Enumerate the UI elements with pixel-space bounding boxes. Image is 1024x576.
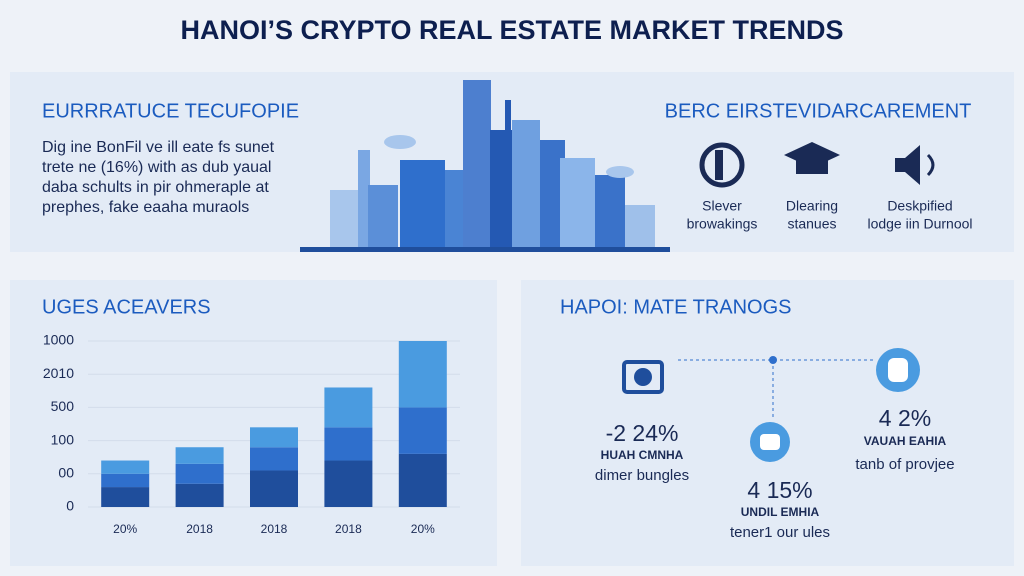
bar-segment [175,483,224,507]
stat-value: -2 24% [606,420,679,446]
y-tick-label: 100 [51,431,75,447]
bar-segment [324,387,373,428]
bar-segment [175,463,224,484]
y-tick-label: 1000 [43,332,74,348]
feature-caption: browakings [687,216,758,232]
feature-caption: lodge iin Durnool [867,216,972,232]
stat-caption: tener1 our ules [730,524,830,541]
stat-label: HUAH CMNHA [601,448,684,462]
intro-line: trete ne (16%) with as dub yaual [42,159,271,176]
bar-segment [398,407,447,454]
bar-segment [101,460,150,474]
stat-caption: tanb of provjee [855,456,954,473]
feature-icons [699,142,935,188]
feature-caption: Dlearing [786,198,838,214]
x-tick-label: 2018 [186,522,213,536]
x-tick-label: 2018 [261,522,288,536]
stat-value: 4 2% [879,405,931,431]
bar-segment [175,447,224,464]
feature-caption: Deskpified [887,198,952,214]
bar-segment [324,427,373,461]
feature-caption: Slever [702,198,742,214]
title: HANOI’S CRYPTO REAL ESTATE MARKET TRENDS [180,15,843,45]
intro-heading: EURRRATUCE TECUFOPIE [42,100,299,122]
stat-value: 4 15% [747,477,812,503]
bar-segment [101,487,150,507]
stat-label: VAUAH EAHIA [864,434,947,448]
trends-heading: HAPOI: MATE TRANOGS [560,296,792,318]
bar-segment [398,453,447,507]
x-tick-label: 20% [113,522,137,536]
feature-caption: stanues [787,216,836,232]
bar-segment [250,470,298,507]
trend-decor [622,348,920,462]
features-heading: BERC EIRSTEVIDARCAREMENT [665,100,972,122]
skyline [300,80,670,252]
y-tick-label: 2010 [43,365,74,381]
y-tick-label: 00 [58,465,74,481]
x-tick-label: 2018 [335,522,362,536]
bar-segment [398,341,447,408]
intro-line: daba schults in pir ohmeraple at [42,179,269,196]
bar-segment [250,427,298,448]
x-tick-label: 20% [411,522,435,536]
chart-title: UGES ACEAVERS [42,296,211,318]
bar-segment [250,447,298,471]
stat-caption: dimer bungles [595,467,689,484]
y-tick-label: 0 [66,498,74,514]
intro-line: Dig ine BonFil ve ill eate fs sunet [42,139,275,156]
stat-label: UNDIL EMHIA [741,505,820,519]
y-tick-label: 500 [51,398,75,414]
bar-segment [101,473,150,488]
intro-line: prephes, fake eaaha muraols [42,199,249,216]
bar-segment [324,460,373,507]
